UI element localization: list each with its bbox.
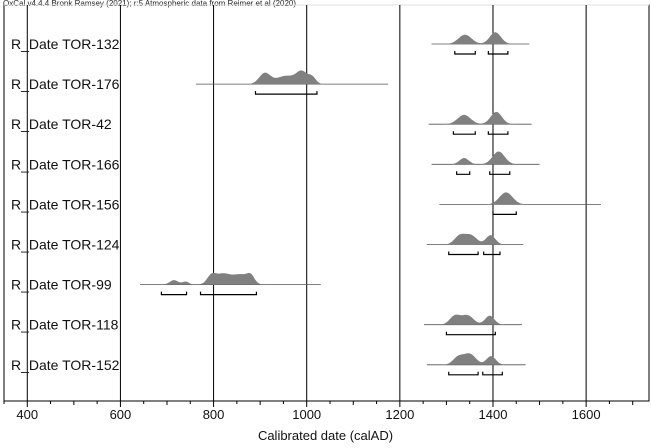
hpd-bracket-r-date-tor-118-0 [445,331,496,336]
x-tick-label-1600: 1600 [572,407,601,422]
distribution-r-date-tor-176 [195,70,389,85]
hpd-bracket-r-date-tor-42-0 [452,131,476,135]
hpd-bracket-r-date-tor-124-0 [448,251,479,256]
distribution-r-date-tor-156 [439,192,601,205]
distribution-r-date-tor-124 [426,233,524,245]
sample-label-r-date-tor-156: R_Date TOR-156 [11,196,120,212]
sample-label-r-date-tor-152: R_Date TOR-152 [11,357,120,373]
hpd-bracket-r-date-tor-124-1 [483,251,501,256]
x-tick-label-800: 800 [203,407,225,422]
distribution-r-date-tor-166 [431,151,540,165]
hpd-bracket-r-date-tor-176-0 [254,91,318,95]
x-tick-label-400: 400 [16,407,38,422]
x-tick-label-1400: 1400 [479,407,508,422]
x-tick-label-1000: 1000 [292,407,321,422]
x-axis-label: Calibrated date (calAD) [257,428,394,443]
distribution-r-date-tor-132 [431,32,530,44]
hpd-bracket-r-date-tor-152-0 [448,371,479,376]
hpd-bracket-r-date-tor-152-1 [482,371,503,376]
distribution-r-date-tor-118 [424,314,522,325]
distribution-r-date-tor-99 [140,272,321,285]
oxcal-header: OxCal v4.4.4 Bronk Ramsey (2021); r:5 At… [3,0,297,8]
hpd-bracket-r-date-tor-99-1 [199,291,258,296]
sample-label-r-date-tor-118: R_Date TOR-118 [11,317,119,333]
hpd-bracket-r-date-tor-99-0 [160,291,188,296]
hpd-bracket-r-date-tor-42-1 [487,131,509,135]
hpd-bracket-r-date-tor-132-1 [487,51,509,55]
sample-label-r-date-tor-132: R_Date TOR-132 [11,36,120,52]
hpd-bracket-r-date-tor-166-0 [456,171,471,175]
distribution-r-date-tor-42 [428,111,532,125]
x-tick-label-600: 600 [110,407,132,422]
sample-label-r-date-tor-42: R_Date TOR-42 [11,116,112,132]
x-tick-label-1200: 1200 [385,407,414,422]
hpd-bracket-r-date-tor-156-0 [492,211,517,215]
hpd-bracket-r-date-tor-166-1 [489,171,511,175]
hpd-bracket-r-date-tor-132-0 [454,51,476,55]
sample-label-r-date-tor-176: R_Date TOR-176 [11,76,120,92]
sample-label-r-date-tor-99: R_Date TOR-99 [11,277,112,293]
sample-label-r-date-tor-166: R_Date TOR-166 [11,156,120,172]
distribution-r-date-tor-152 [426,353,526,365]
sample-label-r-date-tor-124: R_Date TOR-124 [11,237,120,253]
